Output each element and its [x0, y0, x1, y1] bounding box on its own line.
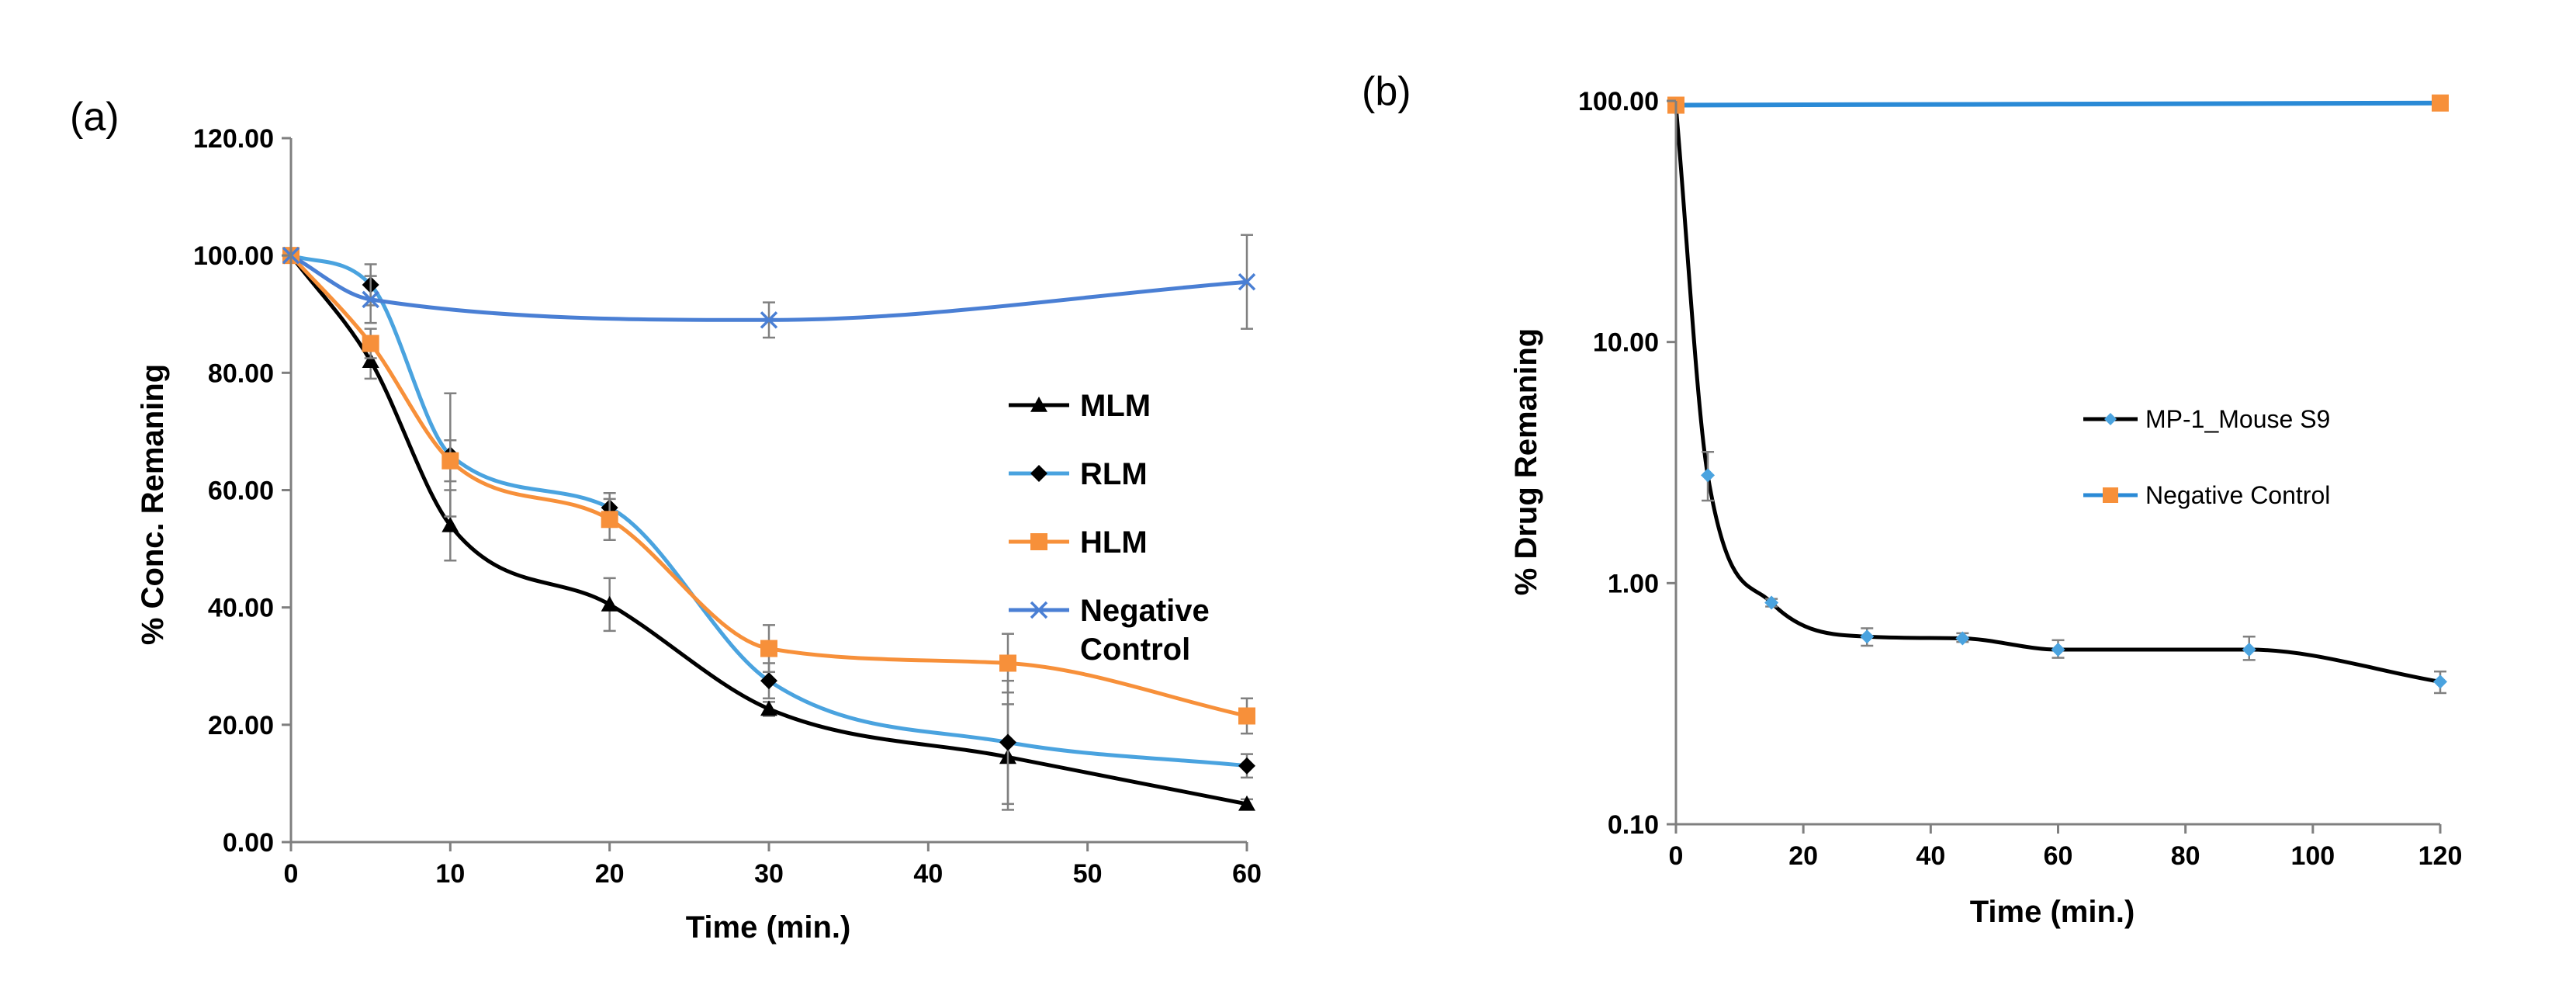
data-point-negative-control	[362, 290, 379, 309]
data-point-negative-control	[760, 311, 778, 329]
legend-label-rlm: RLM	[1080, 457, 1148, 491]
data-point-mlm	[760, 700, 777, 716]
panel-b-chart: (b) % Drug Remaning Time (min.) 0.10 1.00…	[1362, 69, 2462, 929]
data-point-hlm	[760, 640, 777, 657]
panel-b-legend: MP-1_Mouse S9 Negative Control	[2083, 405, 2330, 509]
data-point-mp-1-mouse-s9	[2433, 674, 2447, 689]
legend-label-negative-control: Negative Control	[2145, 481, 2330, 509]
panel-b-x-tick-label: 80	[2171, 841, 2200, 871]
data-point-hlm	[441, 452, 459, 470]
panel-a-y-axis-title: % Conc. Remaning	[136, 364, 170, 645]
panel-b-y-tick-label: 100.00	[1578, 87, 1659, 116]
data-point-rlm	[1238, 757, 1255, 775]
data-point-rlm	[760, 672, 777, 690]
legend-label-negative-control: Negative	[1080, 594, 1210, 628]
panel-b-y-tick-label: 1.00	[1608, 569, 1659, 598]
panel-a-y-tick-label: 100.00	[193, 241, 274, 271]
panel-a-x-tick-label: 20	[595, 859, 625, 889]
panel-b-x-axis-title: Time (min.)	[1970, 895, 2135, 929]
data-point-mlm	[362, 352, 379, 369]
panel-a-x-tick-label: 10	[435, 859, 465, 889]
series-line-mlm	[289, 254, 1248, 806]
data-point-negative-control	[2432, 94, 2449, 112]
panel-a-x-tick-label: 50	[1073, 859, 1103, 889]
panel-b-x-tick-label: 120	[2418, 841, 2463, 871]
panel-a-x-tick-label: 0	[284, 859, 299, 889]
data-point-mp-1-mouse-s9	[1701, 468, 1716, 483]
data-point-hlm	[1238, 707, 1255, 725]
legend-marker-mlm	[1030, 397, 1047, 412]
panel-b-y-axis-title: % Drug Remaning	[1509, 328, 1543, 595]
panel-a-y-tick-label: 80.00	[208, 359, 274, 388]
legend-marker-mp-1-mouse-s9	[2104, 413, 2117, 425]
panel-a-y-tick-label: 60.00	[208, 477, 274, 506]
data-point-mlm	[601, 595, 618, 612]
legend-marker-hlm	[1030, 533, 1047, 550]
panel-b-x-tick-label: 100	[2290, 841, 2335, 871]
panel-a-y-tick-label: 120.00	[193, 124, 274, 154]
series-line-negative-control	[1675, 100, 2441, 108]
legend-label-negative-control: Control	[1080, 633, 1190, 667]
legend-marker-negative-control	[2103, 487, 2118, 503]
legend-label-mp-1-mouse-s9: MP-1_Mouse S9	[2145, 405, 2330, 433]
data-point-mlm	[1238, 795, 1255, 811]
panel-b-y-tick-label: 0.10	[1608, 810, 1659, 840]
data-point-mlm	[441, 516, 459, 532]
legend-label-hlm: HLM	[1080, 525, 1148, 560]
panel-b-y-tick-label: 10.00	[1593, 328, 1659, 358]
panel-a-x-tick-label: 40	[913, 859, 943, 889]
legend-label-mlm: MLM	[1080, 389, 1151, 423]
panel-a-chart: (a) % Conc. Remaning Time (min.) 0.00 20.…	[70, 95, 1262, 945]
panel-a-y-tick-label: 20.00	[208, 711, 274, 740]
data-point-hlm	[999, 654, 1016, 672]
data-point-rlm	[999, 733, 1016, 751]
data-point-mp-1-mouse-s9	[2051, 642, 2065, 657]
data-point-mp-1-mouse-s9	[1860, 629, 1875, 644]
data-point-hlm	[362, 335, 379, 352]
panel-b-label: (b)	[1362, 69, 1411, 114]
panel-a-y-tick-label: 40.00	[208, 594, 274, 623]
panel-a-y-tick-label: 0.00	[223, 828, 274, 858]
legend-marker-negative-control	[1030, 601, 1048, 619]
panel-a-x-axis-title: Time (min.)	[686, 910, 851, 945]
data-point-negative-control	[1238, 272, 1256, 291]
series-line-hlm	[289, 254, 1248, 718]
panel-b-x-tick-label: 60	[2044, 841, 2073, 871]
panel-a-label: (a)	[70, 95, 119, 140]
panel-b-x-tick-label: 0	[1669, 841, 1684, 871]
data-point-hlm	[601, 511, 618, 529]
panel-a-x-tick-label: 60	[1232, 859, 1262, 889]
data-point-mp-1-mouse-s9	[1955, 631, 1970, 646]
series-line-negative-control	[289, 254, 1248, 322]
data-point-mp-1-mouse-s9	[2242, 642, 2256, 657]
data-point-mp-1-mouse-s9	[1764, 595, 1779, 610]
panel-a-x-tick-label: 30	[754, 859, 784, 889]
panel-b-x-tick-label: 40	[1916, 841, 1945, 871]
panel-a-legend: MLM RLM HLM Negative Control	[1009, 389, 1210, 667]
legend-marker-rlm	[1030, 465, 1047, 482]
series-line-mp-1-mouse-s9	[1674, 106, 2441, 684]
panel-b-x-tick-label: 20	[1788, 841, 1818, 871]
